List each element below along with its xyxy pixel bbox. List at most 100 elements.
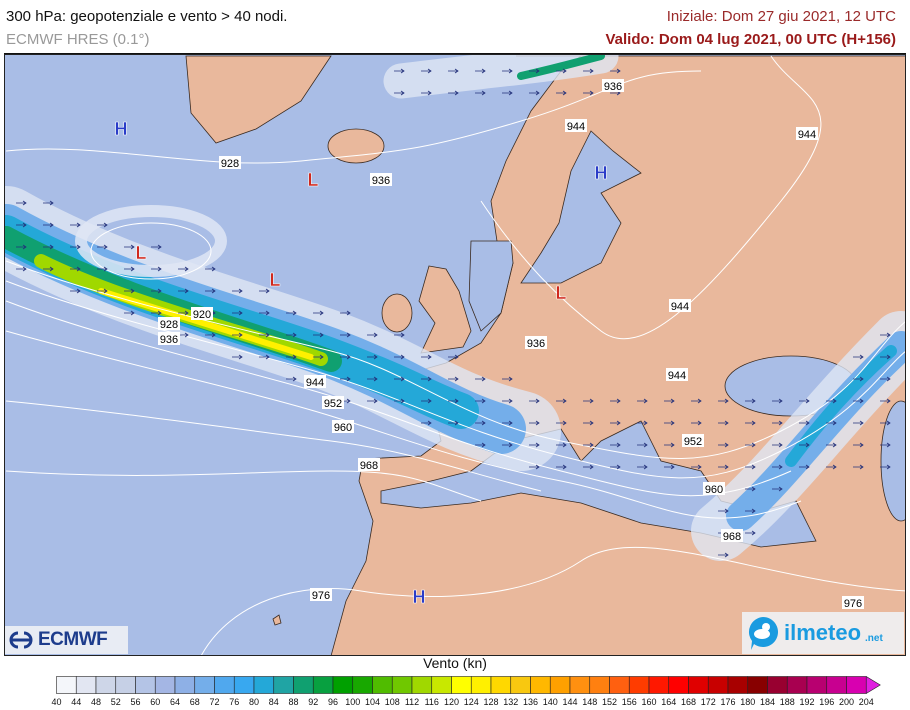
model-name: ECMWF HRES (0.1°) <box>6 31 150 48</box>
colorbar-swatch <box>75 676 97 694</box>
wind-arrow <box>880 398 891 404</box>
wind-arrow <box>232 288 243 294</box>
wind-arrow <box>745 530 756 536</box>
colorbar-tick-label: 88 <box>288 697 299 707</box>
baltic-sea <box>520 130 642 284</box>
wind-arrow <box>610 420 621 426</box>
wind-arrow <box>16 266 27 272</box>
svg-text:920: 920 <box>193 309 211 321</box>
wind-arrow <box>799 420 810 426</box>
colorbar-tick-label: 80 <box>248 697 260 707</box>
colorbar-swatch <box>115 676 136 694</box>
contour-line <box>5 330 802 519</box>
north-sea <box>468 240 514 332</box>
wind-arrow <box>799 464 810 470</box>
low-pressure-marker: L <box>308 170 319 190</box>
colorbar-tick-label: 120 <box>443 697 460 707</box>
wind-arrow <box>583 420 594 426</box>
colorbar-tick-label: 184 <box>759 697 776 707</box>
wind-arrow <box>718 508 729 514</box>
wind-arrow <box>718 420 729 426</box>
colorbar-swatch <box>194 676 215 694</box>
colorbar-tick-label: 92 <box>308 697 319 707</box>
svg-text:944: 944 <box>798 129 816 141</box>
wind-colorbar <box>56 676 881 695</box>
colorbar-tick-label: 140 <box>542 697 558 707</box>
wind-arrow <box>637 442 648 448</box>
wind-arrow <box>556 420 567 426</box>
colorbar-swatch <box>549 676 571 694</box>
wind-arrow <box>43 266 54 272</box>
colorbar-swatch <box>470 676 492 694</box>
colorbar-swatch <box>668 676 689 694</box>
wind-arrow <box>313 310 324 316</box>
wind-arrow <box>772 486 783 492</box>
land-canary-islands <box>272 614 282 626</box>
wind-arrow <box>880 332 891 338</box>
wind-arrow <box>124 310 135 316</box>
colorbar-tick-label: 176 <box>720 697 736 707</box>
wind-arrow <box>367 376 378 382</box>
colorbar-tick-label: 196 <box>819 697 835 707</box>
wind-arrow <box>637 464 648 470</box>
wind-arrow <box>367 332 378 338</box>
wind-arrow <box>394 398 405 404</box>
wind-arrow <box>475 442 486 448</box>
colorbar-swatch <box>95 676 117 694</box>
colorbar-tick-label: 96 <box>327 697 339 707</box>
high-pressure-marker: H <box>413 587 426 607</box>
wind-arrow <box>583 398 594 404</box>
svg-text:976: 976 <box>844 598 862 610</box>
wind-arrow <box>394 332 405 338</box>
colorbar-swatch <box>451 676 472 694</box>
colorbar-title: Vento (kn) <box>423 655 487 671</box>
colorbar-swatch <box>135 676 156 694</box>
wind-arrow <box>853 442 864 448</box>
wind-arrow <box>259 310 270 316</box>
colorbar-swatch <box>569 676 591 694</box>
colorbar-swatch <box>233 676 255 694</box>
wind-arrow <box>43 244 54 250</box>
svg-text:960: 960 <box>334 422 352 434</box>
wind-arrow <box>259 354 270 360</box>
wind-arrow <box>529 68 540 74</box>
wind-arrow <box>124 288 135 294</box>
colorbar-tick-label: 64 <box>169 697 181 707</box>
wind-arrow <box>556 464 567 470</box>
wind-arrow <box>853 398 864 404</box>
contour-label: 944 <box>796 127 818 141</box>
colorbar-extend-arrow <box>865 676 881 695</box>
land-ireland <box>381 293 413 333</box>
contour-line <box>5 280 905 479</box>
wind-arrow <box>178 288 189 294</box>
contour-label: 976 <box>310 588 332 602</box>
wind-arrow <box>448 420 459 426</box>
contour-label: 976 <box>842 596 864 610</box>
wind-arrow <box>745 464 756 470</box>
geopotential-contours <box>5 55 905 655</box>
wind-arrow <box>718 552 729 558</box>
wind-arrow <box>502 420 513 426</box>
colorbar-swatch <box>431 676 452 694</box>
low-pressure-marker: L <box>556 283 567 303</box>
wind-arrow <box>772 398 783 404</box>
colorbar-tick-label: 132 <box>503 697 519 707</box>
colorbar-tick-label: 68 <box>189 697 200 707</box>
wind-arrow <box>448 376 459 382</box>
wind-arrow <box>745 508 756 514</box>
wind-arrow <box>880 420 891 426</box>
wind-arrow <box>367 354 378 360</box>
wind-arrow <box>205 288 216 294</box>
colorbar-tick-label: 100 <box>345 697 361 707</box>
wind-arrow <box>286 376 297 382</box>
contour-label: 936 <box>525 336 547 350</box>
land-greenland <box>185 55 332 144</box>
contour-line <box>5 300 792 497</box>
colorbar-tick-label: 200 <box>838 697 855 707</box>
wind-arrow <box>475 398 486 404</box>
svg-text:968: 968 <box>723 531 741 543</box>
wind-arrow <box>421 420 432 426</box>
wind-arrow <box>286 354 297 360</box>
wind-arrow <box>16 244 27 250</box>
wind-arrow <box>853 376 864 382</box>
